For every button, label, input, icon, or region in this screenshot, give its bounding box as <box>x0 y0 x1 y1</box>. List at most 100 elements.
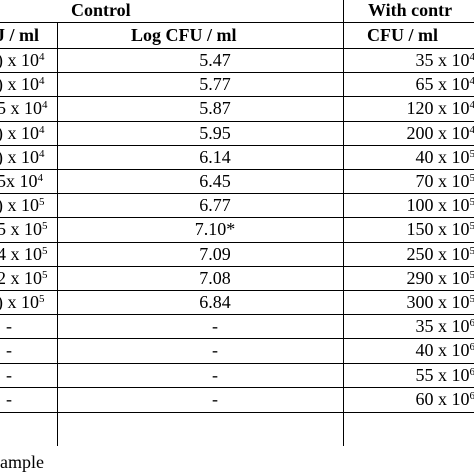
cell-with-cfu: 150 x 105 <box>407 218 474 240</box>
cell-with-cfu: 100 x 105 <box>407 194 474 216</box>
cell-with-cfu: 200 x 104 <box>407 122 474 144</box>
cell-log-cfu: 5.95 <box>199 123 231 143</box>
group-header-control: Control <box>71 0 131 20</box>
table-row: ) x 105 6.84 300 x 105 <box>0 291 474 315</box>
with-cfu-mantissa: 40 x 10 <box>415 147 470 167</box>
with-cfu-mantissa: 60 x 10 <box>415 389 470 409</box>
cell-control-cfu: - <box>6 389 12 409</box>
row-rule <box>0 145 474 146</box>
with-cfu-mantissa: 40 x 10 <box>415 340 470 360</box>
table-row: ) x 10 4 5.47 35 x 104 <box>0 49 474 73</box>
control-cfu-exponent: 5 <box>42 245 48 257</box>
table-row: - - 55 x 106 <box>0 364 474 388</box>
row-rule <box>0 387 474 388</box>
cell-with-cfu: 35 x 104 <box>416 49 474 71</box>
cell-control-cfu: 5 x 104 <box>0 97 48 119</box>
control-cfu-mantissa: 5 <box>0 219 6 239</box>
row-rule <box>0 96 474 97</box>
control-cfu-mantissa: ) <box>0 74 3 94</box>
cell-control-cfu: 5x 104 <box>0 170 43 192</box>
with-cfu-exponent: 4 <box>469 75 474 87</box>
cell-log-cfu: 7.08 <box>199 268 231 288</box>
control-cfu-base: x 10 <box>3 147 40 167</box>
cell-with-cfu: 290 x 105 <box>407 267 474 289</box>
with-cfu-exponent: 5 <box>469 245 474 257</box>
control-cfu-base: x 10 <box>6 98 43 118</box>
row-rule <box>0 338 474 339</box>
with-cfu-mantissa: 35 x 10 <box>415 50 470 70</box>
row-rule <box>0 363 474 364</box>
control-cfu-base: x 10 <box>6 171 38 191</box>
cell-with-cfu: 40 x 106 <box>416 339 474 361</box>
with-cfu-mantissa: 290 x 10 <box>406 268 470 288</box>
control-cfu-mantissa: ) <box>0 292 3 312</box>
rule-table-bottom <box>0 412 474 413</box>
cell-control-cfu: - <box>6 340 12 360</box>
with-cfu-mantissa: 70 x 10 <box>415 171 470 191</box>
control-cfu-base: x 10 <box>3 195 40 215</box>
row-rule <box>0 72 474 73</box>
cell-log-cfu: - <box>212 389 218 409</box>
control-cfu-exponent: 4 <box>39 75 45 87</box>
row-rule <box>0 121 474 122</box>
cell-with-cfu: 70 x 105 <box>416 170 474 192</box>
table-row: ) x 104 6.14 40 x 105 <box>0 146 474 170</box>
cell-control-cfu: ) x 105 <box>0 194 45 216</box>
control-cfu-mantissa: ) <box>0 50 3 70</box>
cell-control-cfu: 4 x 105 <box>0 243 48 265</box>
control-cfu-mantissa: ) <box>0 123 3 143</box>
table-row: 5 x 105 7.10* 150 x 105 <box>0 218 474 242</box>
cell-with-cfu: 65 x 104 <box>416 73 474 95</box>
cell-log-cfu: 5.47 <box>199 50 231 70</box>
with-cfu-exponent: 6 <box>469 317 474 329</box>
group-divider <box>343 0 344 22</box>
table-footnote: ample <box>0 452 44 472</box>
with-cfu-mantissa: 120 x 10 <box>406 98 470 118</box>
control-cfu-exponent: 5 <box>39 196 45 208</box>
cell-log-cfu: - <box>212 365 218 385</box>
control-cfu-base: x 10 <box>3 50 40 70</box>
column-header-control-cfu: J / ml <box>0 25 39 45</box>
with-cfu-exponent: 5 <box>469 269 474 281</box>
group-header-with-control: With contr <box>368 0 453 20</box>
with-cfu-exponent: 4 <box>469 99 474 111</box>
control-cfu-exponent: 5 <box>42 269 48 281</box>
with-cfu-mantissa: 250 x 10 <box>406 244 470 264</box>
control-cfu-mantissa: ) <box>0 195 3 215</box>
with-cfu-mantissa: 55 x 10 <box>415 365 470 385</box>
row-rule <box>0 193 474 194</box>
with-cfu-mantissa: 65 x 10 <box>415 74 470 94</box>
with-cfu-exponent: 5 <box>469 220 474 232</box>
cell-control-cfu: 2 x 105 <box>0 267 48 289</box>
cell-log-cfu: 6.84 <box>199 292 231 312</box>
with-cfu-mantissa: 300 x 10 <box>406 292 470 312</box>
row-rule <box>0 242 474 243</box>
with-cfu-exponent: 5 <box>469 196 474 208</box>
control-cfu-exponent: 4 <box>39 124 45 136</box>
row-rule <box>0 217 474 218</box>
table-row: 2 x 105 7.08 290 x 105 <box>0 267 474 291</box>
cell-control-cfu: ) x 105 <box>0 291 45 313</box>
with-cfu-exponent: 4 <box>469 124 474 136</box>
control-cfu-exponent: 4 <box>37 172 44 184</box>
control-cfu-base: x 10 <box>6 244 43 264</box>
table-row: 5 x 104 5.87 120 x 104 <box>0 97 474 121</box>
with-cfu-mantissa: 150 x 10 <box>406 219 470 239</box>
cell-log-cfu: 5.87 <box>199 98 231 118</box>
control-cfu-exponent: 4 <box>42 99 48 111</box>
cell-with-cfu: 55 x 106 <box>416 364 474 386</box>
control-cfu-mantissa: 2 <box>0 268 6 288</box>
control-cfu-base: x 10 <box>3 292 40 312</box>
with-cfu-exponent: 4 <box>469 51 474 63</box>
cell-log-cfu: 7.10* <box>194 219 236 239</box>
row-rule <box>0 290 474 291</box>
table-row: - - 60 x 106 <box>0 388 474 412</box>
control-cfu-mantissa: 5 <box>0 171 6 191</box>
control-cfu-exponent: 5 <box>42 220 48 232</box>
row-rule <box>0 266 474 267</box>
cell-log-cfu: 6.14 <box>199 147 231 167</box>
cell-with-cfu: 40 x 105 <box>416 146 474 168</box>
with-cfu-exponent: 5 <box>469 293 474 305</box>
